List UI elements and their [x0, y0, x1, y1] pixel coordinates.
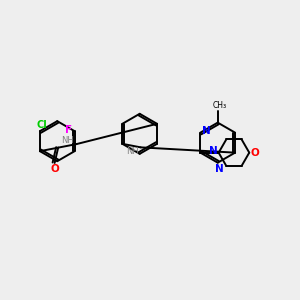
Text: Cl: Cl — [36, 120, 47, 130]
Text: O: O — [251, 148, 260, 158]
Text: CH₃: CH₃ — [212, 101, 226, 110]
Text: NH: NH — [61, 136, 74, 145]
Text: N: N — [202, 126, 211, 136]
Text: N: N — [209, 146, 218, 156]
Text: O: O — [50, 164, 59, 174]
Text: F: F — [65, 125, 72, 135]
Text: N: N — [215, 164, 224, 174]
Text: NH: NH — [127, 147, 139, 156]
